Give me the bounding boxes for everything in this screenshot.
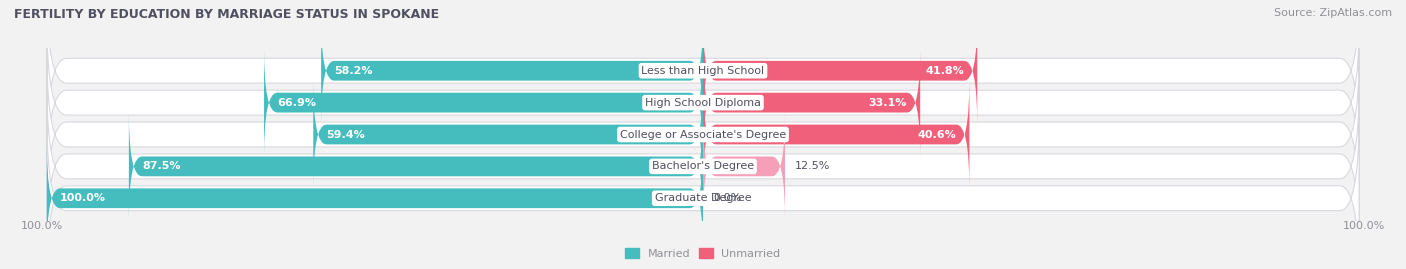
Text: 40.6%: 40.6% bbox=[918, 129, 956, 140]
FancyBboxPatch shape bbox=[46, 19, 1360, 186]
Text: High School Diploma: High School Diploma bbox=[645, 98, 761, 108]
FancyBboxPatch shape bbox=[703, 49, 920, 157]
Text: 59.4%: 59.4% bbox=[326, 129, 366, 140]
Text: College or Associate's Degree: College or Associate's Degree bbox=[620, 129, 786, 140]
Text: 100.0%: 100.0% bbox=[1343, 221, 1385, 231]
FancyBboxPatch shape bbox=[703, 81, 969, 188]
Text: Bachelor's Degree: Bachelor's Degree bbox=[652, 161, 754, 171]
FancyBboxPatch shape bbox=[129, 112, 703, 220]
Text: 87.5%: 87.5% bbox=[142, 161, 180, 171]
Legend: Married, Unmarried: Married, Unmarried bbox=[621, 243, 785, 263]
Text: FERTILITY BY EDUCATION BY MARRIAGE STATUS IN SPOKANE: FERTILITY BY EDUCATION BY MARRIAGE STATU… bbox=[14, 8, 439, 21]
FancyBboxPatch shape bbox=[314, 81, 703, 188]
Text: 100.0%: 100.0% bbox=[21, 221, 63, 231]
FancyBboxPatch shape bbox=[46, 83, 1360, 250]
Text: 0.0%: 0.0% bbox=[713, 193, 741, 203]
Text: 33.1%: 33.1% bbox=[869, 98, 907, 108]
Text: Less than High School: Less than High School bbox=[641, 66, 765, 76]
FancyBboxPatch shape bbox=[46, 115, 1360, 269]
FancyBboxPatch shape bbox=[46, 0, 1360, 154]
Text: 66.9%: 66.9% bbox=[277, 98, 316, 108]
Text: 12.5%: 12.5% bbox=[794, 161, 830, 171]
FancyBboxPatch shape bbox=[703, 112, 785, 220]
FancyBboxPatch shape bbox=[703, 17, 977, 125]
Text: 41.8%: 41.8% bbox=[925, 66, 965, 76]
FancyBboxPatch shape bbox=[46, 144, 703, 252]
FancyBboxPatch shape bbox=[321, 17, 703, 125]
Text: Source: ZipAtlas.com: Source: ZipAtlas.com bbox=[1274, 8, 1392, 18]
FancyBboxPatch shape bbox=[264, 49, 703, 157]
FancyBboxPatch shape bbox=[46, 51, 1360, 218]
Text: 100.0%: 100.0% bbox=[60, 193, 105, 203]
Text: 58.2%: 58.2% bbox=[335, 66, 373, 76]
Text: Graduate Degree: Graduate Degree bbox=[655, 193, 751, 203]
